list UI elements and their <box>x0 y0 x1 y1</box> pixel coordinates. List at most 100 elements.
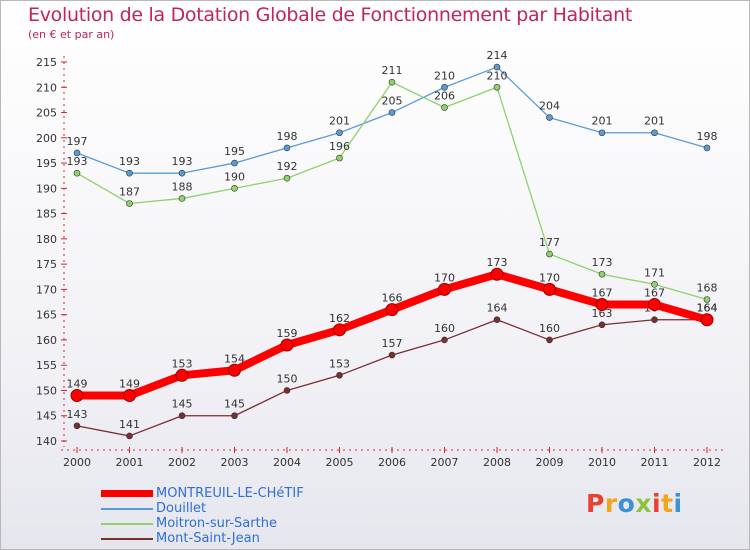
legend-label: Douillet <box>156 501 207 516</box>
data-label: 141 <box>119 418 140 431</box>
data-label: 145 <box>224 398 245 411</box>
data-label: 188 <box>172 180 193 193</box>
x-tick-label: 2007 <box>431 456 459 469</box>
data-label: 149 <box>67 378 88 391</box>
data-label: 177 <box>539 236 560 249</box>
data-point <box>333 323 346 337</box>
data-label: 170 <box>434 271 455 284</box>
data-label: 198 <box>277 130 298 143</box>
y-tick-label: 190 <box>36 182 57 195</box>
data-label: 162 <box>329 312 350 325</box>
y-tick-label: 150 <box>36 384 57 397</box>
data-label: 210 <box>434 69 455 82</box>
data-point <box>598 270 606 278</box>
x-tick-label: 2012 <box>693 456 721 469</box>
logo-letter: P <box>586 489 605 518</box>
y-tick-label: 165 <box>36 309 57 322</box>
data-point <box>598 129 606 137</box>
data-point <box>703 144 711 152</box>
x-tick-label: 2009 <box>536 456 564 469</box>
data-label: 164 <box>487 302 508 315</box>
logo-letter: t <box>661 489 674 518</box>
data-point <box>123 389 136 403</box>
data-point <box>546 336 553 344</box>
data-label: 205 <box>382 95 403 108</box>
legend-swatch <box>101 538 153 540</box>
data-point <box>126 169 133 177</box>
data-label: 193 <box>119 155 140 168</box>
x-tick-label: 2000 <box>63 456 91 469</box>
data-point <box>283 144 291 152</box>
x-tick-label: 2004 <box>273 456 301 469</box>
legend-swatch <box>101 508 153 510</box>
data-point <box>543 282 556 296</box>
data-label: 206 <box>434 89 455 102</box>
data-label: 190 <box>224 170 245 183</box>
data-label: 168 <box>697 282 718 295</box>
y-tick-label: 210 <box>36 81 57 94</box>
data-label: 173 <box>592 256 613 269</box>
data-label: 166 <box>382 292 403 305</box>
data-point <box>126 200 133 207</box>
data-point <box>493 63 501 71</box>
legend-label: Mont-Saint-Jean <box>156 531 260 546</box>
data-label: 187 <box>119 185 140 198</box>
data-point <box>70 389 84 403</box>
data-point <box>651 129 658 137</box>
data-label: 143 <box>67 408 88 421</box>
x-tick-label: 2001 <box>116 456 144 469</box>
data-point <box>228 363 241 377</box>
data-point <box>598 321 606 329</box>
logo-letter: i <box>673 489 683 518</box>
data-label: 192 <box>277 160 298 173</box>
x-tick-label: 2003 <box>221 456 249 469</box>
data-point <box>283 387 291 394</box>
data-point <box>546 250 553 258</box>
y-tick-label: 195 <box>36 157 57 170</box>
x-tick-label: 2002 <box>168 456 196 469</box>
data-point <box>438 282 451 296</box>
data-label: 163 <box>592 307 613 320</box>
data-label: 154 <box>224 352 245 365</box>
legend-swatch <box>101 490 153 497</box>
y-tick-label: 170 <box>36 283 57 296</box>
data-label: 173 <box>487 256 508 269</box>
data-label: 149 <box>119 378 140 391</box>
y-tick-label: 145 <box>36 410 57 423</box>
data-label: 145 <box>172 398 193 411</box>
data-point <box>493 83 501 91</box>
data-label: 150 <box>277 372 298 385</box>
data-point <box>703 296 711 303</box>
data-point <box>336 154 343 162</box>
data-point <box>283 174 291 182</box>
data-label: 160 <box>434 322 455 335</box>
data-point <box>388 78 396 86</box>
data-label: 197 <box>67 135 88 148</box>
legend-label: Moitron-sur-Sarthe <box>156 516 277 531</box>
data-point <box>388 109 396 116</box>
legend-swatch <box>101 523 153 525</box>
data-label: 211 <box>382 64 403 77</box>
data-label: 214 <box>487 49 508 62</box>
x-tick-label: 2010 <box>588 456 616 469</box>
data-label: 157 <box>382 337 403 350</box>
data-point <box>490 267 504 281</box>
data-label: 193 <box>172 155 193 168</box>
chart-subtitle: (en € et par an) <box>28 28 115 41</box>
data-label: 164 <box>697 302 718 315</box>
data-label: 159 <box>277 327 298 340</box>
data-label: 210 <box>487 69 508 82</box>
data-point <box>336 372 343 379</box>
data-point <box>178 412 186 420</box>
data-point <box>651 281 658 288</box>
data-label: 201 <box>329 115 350 128</box>
data-point <box>73 422 81 430</box>
x-tick-label: 2005 <box>326 456 354 469</box>
data-point <box>546 114 553 121</box>
y-tick-label: 205 <box>36 107 57 120</box>
data-point <box>385 303 399 317</box>
logo-letter: r <box>604 489 618 518</box>
data-label: 164 <box>697 302 718 315</box>
data-label: 153 <box>329 357 350 370</box>
logo-letter: x <box>635 489 652 518</box>
